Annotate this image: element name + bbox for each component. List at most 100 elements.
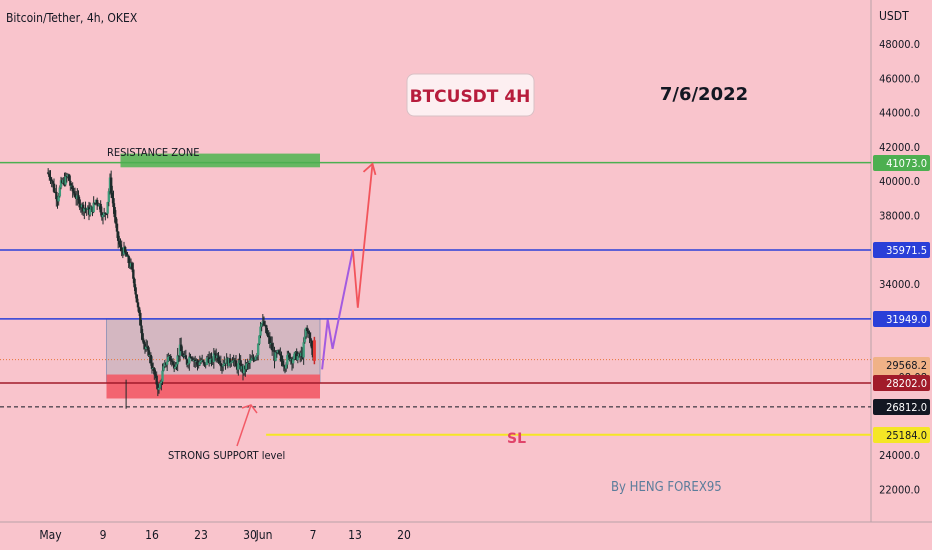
candle bbox=[67, 173, 71, 182]
price-level-tag-label: 41073.0 bbox=[886, 157, 927, 170]
candle bbox=[69, 175, 72, 191]
candle bbox=[265, 324, 268, 334]
candle bbox=[104, 212, 107, 221]
price-tick-group: 48000.0 46000.0 44000.0 42000.0 40000.0 38000… bbox=[879, 38, 920, 496]
candle bbox=[92, 196, 95, 214]
projection-path-red bbox=[352, 163, 374, 308]
date-label: 7/6/2022 bbox=[660, 84, 748, 105]
candle bbox=[169, 354, 172, 365]
candle bbox=[176, 347, 179, 372]
candle bbox=[139, 309, 142, 326]
price-level-tag-label: 25184.0 bbox=[886, 429, 927, 442]
price-tick-label: 48000.0 bbox=[879, 38, 920, 51]
candle bbox=[185, 358, 189, 368]
candle bbox=[116, 231, 120, 249]
price-tick-label: 34000.0 bbox=[879, 278, 920, 291]
price-tick-label: 38000.0 bbox=[879, 209, 920, 222]
candle bbox=[64, 172, 67, 187]
resistance-zone-box bbox=[120, 153, 320, 168]
candle bbox=[274, 350, 277, 362]
candle bbox=[165, 354, 169, 371]
support-arrow bbox=[236, 404, 258, 447]
time-tick-label: 13 bbox=[348, 528, 362, 542]
price-level-tag-label: 28202.0 bbox=[886, 377, 927, 390]
time-tick-label: 7 bbox=[310, 528, 317, 542]
candle bbox=[46, 168, 50, 175]
candle bbox=[150, 356, 154, 374]
candle bbox=[221, 359, 225, 372]
price-level-tag-label: 31949.0 bbox=[886, 313, 927, 326]
consolidation-box bbox=[106, 318, 321, 384]
candle-last bbox=[312, 336, 316, 365]
candle bbox=[219, 355, 223, 372]
support-zone-box bbox=[106, 374, 320, 399]
candle bbox=[282, 359, 286, 372]
attribution-label: By HENG FOREX95 bbox=[611, 480, 722, 495]
currency-label: USDT bbox=[879, 9, 909, 23]
candle bbox=[198, 355, 202, 367]
projection-arrowhead bbox=[362, 162, 377, 176]
time-tick-label: 20 bbox=[397, 528, 411, 542]
candle bbox=[228, 353, 232, 368]
price-level-tag: 41073.0 bbox=[873, 155, 930, 171]
price-level-tag: 28202.0 bbox=[873, 375, 930, 391]
time-tick-label: 30 bbox=[243, 528, 257, 542]
price-tick-label: 44000.0 bbox=[879, 107, 920, 120]
symbol-line: Bitcoin/Tether, 4h, OKEX bbox=[6, 11, 138, 25]
candle bbox=[256, 343, 260, 361]
candle bbox=[223, 356, 226, 367]
candle bbox=[135, 294, 139, 303]
candle bbox=[252, 354, 255, 363]
candle bbox=[272, 342, 275, 352]
price-tick-label: 24000.0 bbox=[879, 449, 920, 462]
price-level-tag: 35971.5 bbox=[873, 242, 930, 258]
time-tick-label: 23 bbox=[194, 528, 208, 542]
candle bbox=[144, 339, 148, 352]
price-level-tag: 26812.0 bbox=[873, 399, 930, 415]
candle bbox=[296, 351, 300, 364]
time-tick-label: May bbox=[39, 528, 62, 542]
candle bbox=[177, 355, 181, 363]
candle bbox=[270, 336, 274, 356]
candle bbox=[73, 187, 77, 198]
candle bbox=[266, 327, 269, 338]
candle bbox=[153, 367, 156, 380]
price-level-tag: 31949.0 bbox=[873, 311, 930, 327]
candle bbox=[179, 337, 183, 352]
candle bbox=[189, 353, 192, 359]
candle bbox=[258, 335, 261, 346]
price-level-tag: 25184.0 bbox=[873, 427, 930, 443]
candle bbox=[125, 250, 128, 257]
candle bbox=[171, 358, 175, 366]
price-tick-label: 42000.0 bbox=[879, 141, 920, 154]
candle bbox=[88, 202, 92, 217]
candle bbox=[231, 357, 234, 363]
price-level-tag-label: 35971.5 bbox=[886, 244, 927, 257]
stop-loss-label: SL bbox=[507, 431, 526, 447]
candle bbox=[95, 197, 99, 210]
candle bbox=[100, 206, 104, 221]
candle bbox=[205, 355, 209, 366]
price-tick-label: 46000.0 bbox=[879, 72, 920, 85]
candle bbox=[260, 323, 263, 332]
title-box-label: BTCUSDT 4H bbox=[410, 87, 531, 107]
candle bbox=[308, 330, 311, 344]
candle bbox=[188, 352, 191, 371]
candle bbox=[59, 176, 63, 190]
candle bbox=[262, 316, 266, 326]
candle bbox=[102, 207, 106, 217]
candle bbox=[181, 346, 184, 357]
resistance-zone-label: RESISTANCE ZONE bbox=[107, 146, 200, 159]
price-level-tag-label: 29568.2 bbox=[886, 359, 927, 372]
title-box bbox=[406, 73, 535, 117]
time-tick-label: Jun bbox=[255, 528, 273, 542]
candle bbox=[49, 170, 52, 185]
candle bbox=[107, 188, 111, 207]
candle bbox=[83, 207, 86, 220]
candle bbox=[184, 349, 188, 360]
candle bbox=[172, 360, 176, 373]
price-tick-label: 22000.0 bbox=[879, 483, 920, 496]
